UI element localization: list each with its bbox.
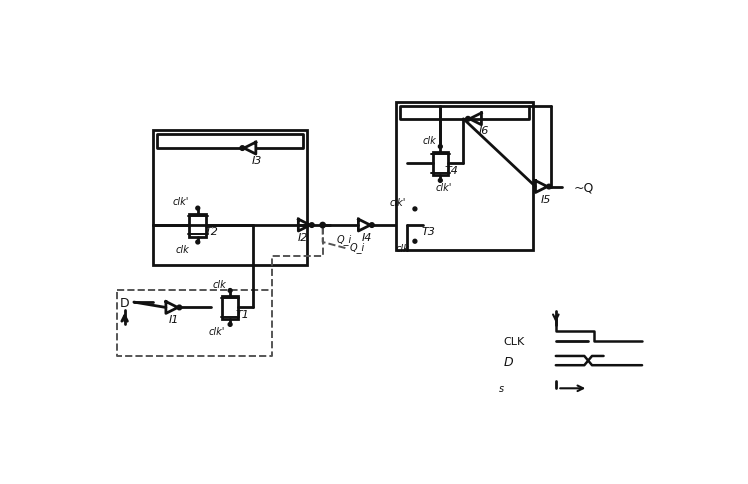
Text: clk': clk' xyxy=(208,327,224,337)
Text: T3: T3 xyxy=(421,227,435,237)
Text: T1: T1 xyxy=(236,309,249,319)
Text: clk: clk xyxy=(176,244,189,255)
Circle shape xyxy=(413,208,417,212)
Bar xyxy=(432,152,448,176)
Text: I1: I1 xyxy=(169,314,179,324)
Text: clk': clk' xyxy=(173,197,189,207)
Text: I4: I4 xyxy=(361,233,372,243)
Text: D: D xyxy=(503,355,513,368)
Circle shape xyxy=(228,323,232,327)
Text: clk: clk xyxy=(423,136,436,145)
Circle shape xyxy=(228,289,232,293)
Text: clk': clk' xyxy=(390,197,406,208)
Circle shape xyxy=(413,240,417,243)
Bar xyxy=(222,296,238,319)
Text: T4: T4 xyxy=(445,165,459,175)
Text: ~Q: ~Q xyxy=(574,181,594,194)
Bar xyxy=(189,214,206,237)
Text: I6: I6 xyxy=(479,125,489,136)
Text: Q_i: Q_i xyxy=(349,242,365,253)
Bar xyxy=(407,215,423,236)
Circle shape xyxy=(320,223,325,228)
Text: I5: I5 xyxy=(541,195,551,204)
Text: Q_i: Q_i xyxy=(337,234,352,245)
Text: T2: T2 xyxy=(205,227,218,237)
Circle shape xyxy=(196,207,200,211)
Text: clk: clk xyxy=(396,243,409,254)
Text: I2: I2 xyxy=(298,233,308,243)
Circle shape xyxy=(196,241,200,244)
Text: D: D xyxy=(120,296,129,309)
Text: clk: clk xyxy=(212,279,226,289)
Circle shape xyxy=(438,145,442,149)
Text: I3: I3 xyxy=(252,156,263,166)
Circle shape xyxy=(438,179,442,183)
Text: CLK: CLK xyxy=(503,336,524,346)
Text: s: s xyxy=(499,383,503,393)
Text: clk': clk' xyxy=(435,183,452,193)
Bar xyxy=(396,103,533,250)
Bar xyxy=(153,131,307,266)
